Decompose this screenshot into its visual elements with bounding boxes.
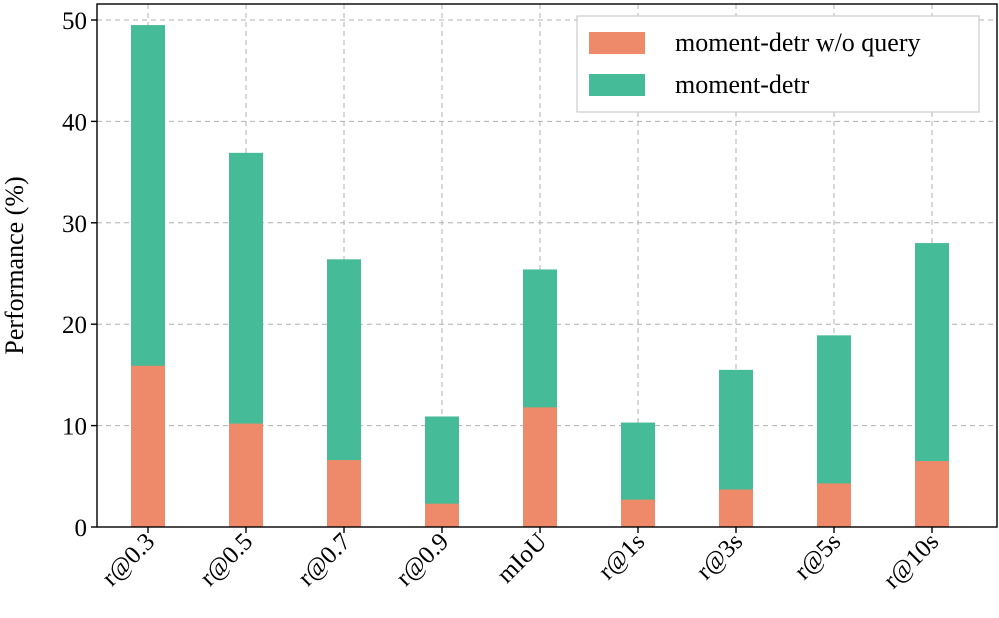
- x-tick-label: r@0.9: [391, 528, 454, 591]
- y-tick-label: 10: [62, 414, 87, 441]
- y-ticks: 0 10 20 30 40 50: [62, 8, 97, 542]
- legend-label: moment-detr w/o query: [675, 28, 921, 57]
- plot-frame: [96, 3, 998, 528]
- bar-moment-detr-w-o-query-6: [719, 489, 753, 527]
- bar-moment-detr-w-o-query-1: [229, 423, 263, 527]
- bar-moment-detr-w-o-query-8: [915, 461, 949, 527]
- bar-moment-detr-w-o-query-4: [523, 407, 557, 527]
- legend-label: moment-detr: [675, 70, 810, 99]
- x-tick-label: r@5s: [789, 528, 846, 585]
- x-tick-label: r@10s: [878, 528, 944, 594]
- bar-moment-detr-w-o-query-7: [817, 483, 851, 527]
- y-tick-label: 30: [62, 211, 87, 238]
- y-axis-label: Performance (%): [0, 176, 29, 354]
- legend: moment-detr w/o query moment-detr: [576, 15, 980, 113]
- bar-moment-detr-w-o-query-0: [131, 365, 165, 527]
- x-ticks: r@0.3 r@0.5 r@0.7 r@0.9 mIoU r@1s r@3s r@5s r@10…: [97, 527, 944, 594]
- x-tick-label: r@3s: [691, 528, 748, 585]
- bar-moment-detr-w-o-query-2: [327, 460, 361, 527]
- y-tick-label: 20: [62, 312, 87, 339]
- axes: [96, 3, 998, 528]
- y-tick-label: 0: [75, 515, 88, 542]
- bar-moment-detr-w-o-query-3: [425, 503, 459, 527]
- x-tick-label: r@0.3: [97, 528, 160, 591]
- y-tick-label: 50: [62, 8, 87, 35]
- legend-swatch: [589, 32, 645, 54]
- x-tick-label: r@1s: [593, 528, 650, 585]
- bars: [131, 25, 949, 528]
- x-tick-label: mIoU: [492, 528, 552, 588]
- x-tick-label: r@0.5: [195, 528, 258, 591]
- legend-swatch: [589, 74, 645, 96]
- bar-moment-detr-w-o-query-5: [621, 499, 655, 527]
- x-tick-label: r@0.7: [293, 528, 356, 591]
- y-tick-label: 40: [62, 109, 87, 136]
